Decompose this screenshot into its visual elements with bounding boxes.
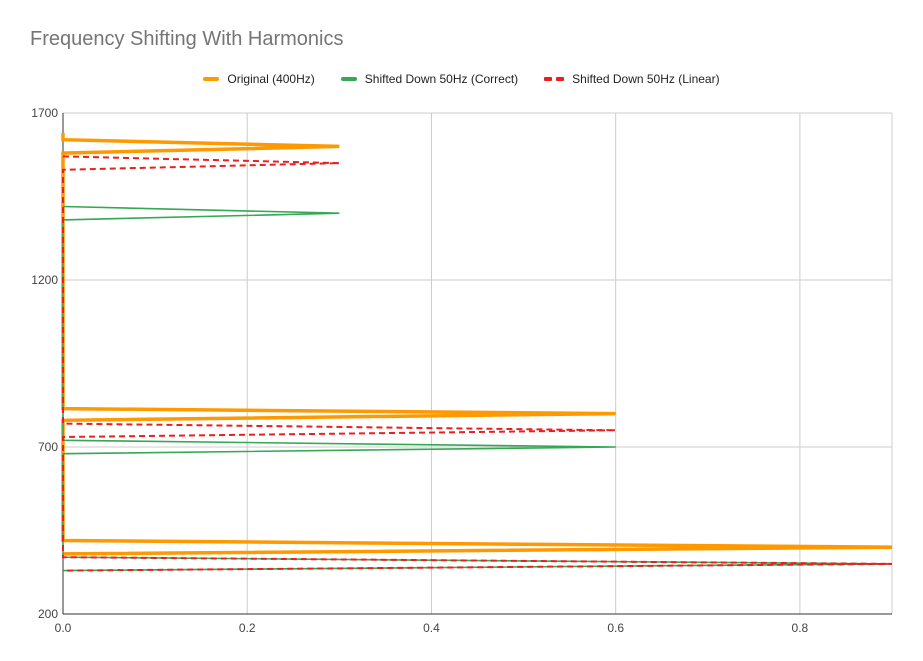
series-line-correct[interactable] — [62, 205, 893, 572]
legend-label-original: Original (400Hz) — [227, 72, 315, 86]
chart-title: Frequency Shifting With Harmonics — [30, 28, 344, 50]
x-tick-label: 0.0 — [55, 621, 72, 635]
x-tick-label: 0.4 — [423, 621, 440, 635]
legend-label-linear: Shifted Down 50Hz (Linear) — [572, 72, 720, 86]
legend-item-original[interactable]: Original (400Hz) — [203, 72, 315, 86]
legend: Original (400Hz) Shifted Down 50Hz (Corr… — [0, 70, 923, 88]
legend-label-correct: Shifted Down 50Hz (Correct) — [364, 72, 519, 86]
y-tick-label: 1200 — [31, 273, 58, 287]
series-line-original[interactable] — [61, 133, 893, 556]
y-tick-label: 1700 — [31, 106, 58, 120]
legend-item-correct[interactable]: Shifted Down 50Hz (Correct) — [340, 72, 519, 86]
legend-swatch-linear — [544, 77, 565, 81]
legend-swatch-correct — [340, 77, 357, 81]
y-tick-label: 700 — [38, 440, 58, 454]
series-line-linear[interactable] — [62, 155, 893, 572]
y-tick-label: 200 — [38, 607, 58, 621]
legend-swatch-original — [203, 77, 220, 81]
legend-item-linear[interactable]: Shifted Down 50Hz (Linear) — [544, 72, 720, 86]
x-tick-label: 0.2 — [239, 621, 256, 635]
x-tick-label: 0.6 — [607, 621, 624, 635]
x-tick-label: 0.8 — [792, 621, 809, 635]
